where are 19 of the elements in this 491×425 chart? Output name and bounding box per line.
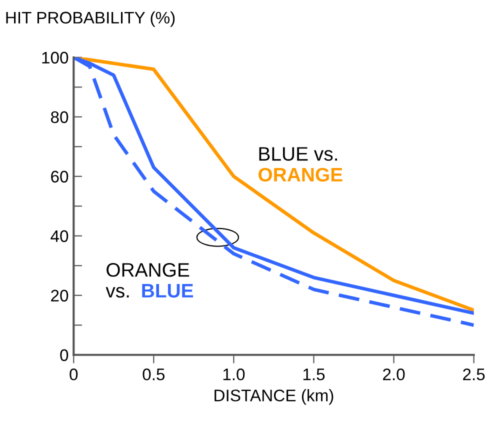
y-tick-label: 100: [42, 52, 68, 64]
annotation: BLUE vs.: [259, 147, 337, 161]
y-axis-title: HIT PROBABILITY (%): [6, 11, 175, 27]
y-tick-label: 0: [60, 349, 68, 362]
y-tick-label: 20: [51, 290, 68, 302]
x-tick-label: 0: [70, 368, 78, 380]
x-tick-label: 2.0: [383, 368, 405, 380]
x-axis-title: DISTANCE (km): [214, 389, 334, 405]
y-tick-label: 40: [50, 230, 68, 242]
x-tick-label: 0.5: [142, 368, 165, 380]
y-tick-label: 80: [50, 111, 68, 124]
annotation: ORANGE: [258, 168, 342, 182]
annotation: BLUE: [142, 284, 194, 298]
annotation: vs.: [106, 286, 129, 298]
x-tick-label: 1.5: [303, 368, 325, 380]
y-tick-label: 60: [51, 170, 68, 183]
annotation: ORANGE: [106, 263, 190, 277]
x-tick-label: 2.5: [463, 368, 485, 380]
x-tick-label: 1.0: [223, 368, 245, 380]
